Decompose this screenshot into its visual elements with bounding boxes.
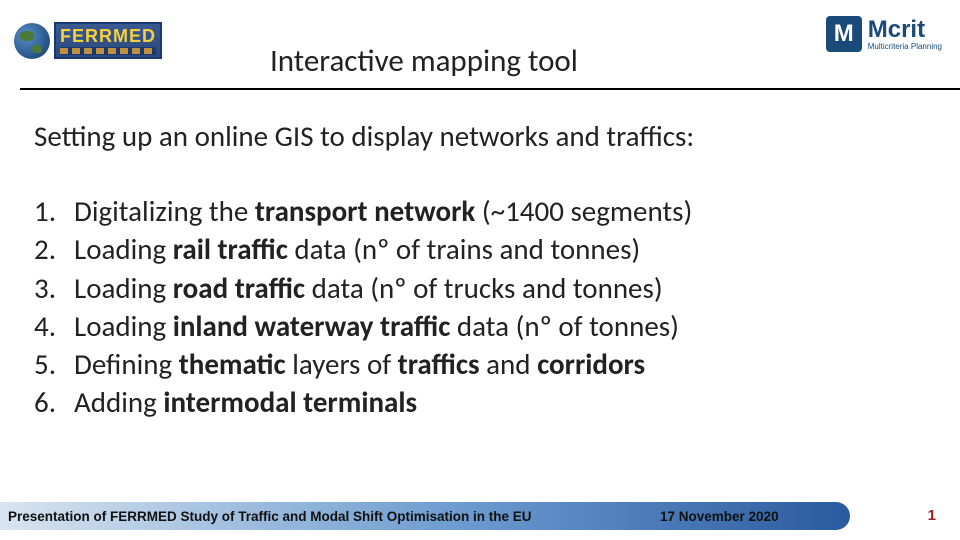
numbered-list: 1. Digitalizing the transport network (~…	[34, 192, 926, 422]
slide-header: FERRMED Interactive mapping tool M Mcrit…	[0, 0, 960, 90]
list-item: 1. Digitalizing the transport network (~…	[34, 192, 926, 230]
list-number: 4.	[34, 307, 74, 345]
list-item: 3. Loading road traffic data (nº of truc…	[34, 269, 926, 307]
list-text: Loading road traffic data (nº of trucks …	[74, 269, 663, 307]
list-number: 6.	[34, 383, 74, 421]
mcrit-m-icon: M	[826, 16, 862, 52]
slide-title: Interactive mapping tool	[270, 42, 578, 80]
mcrit-text: Mcrit Multicriteria Planning	[868, 18, 942, 51]
list-text: Loading rail traffic data (nº of trains …	[74, 230, 640, 268]
page-number: 1	[928, 507, 936, 524]
list-text: Loading inland waterway traffic data (nº…	[74, 307, 679, 345]
list-number: 5.	[34, 345, 74, 383]
globe-icon	[14, 23, 50, 59]
footer-bar: Presentation of FERRMED Study of Traffic…	[0, 502, 850, 530]
header-divider	[20, 88, 960, 90]
list-item: 4. Loading inland waterway traffic data …	[34, 307, 926, 345]
list-item: 6. Adding intermodal terminals	[34, 383, 926, 421]
list-text: Digitalizing the transport network (~140…	[74, 192, 692, 230]
footer-date: 17 November 2020	[660, 509, 779, 524]
list-number: 1.	[34, 192, 74, 230]
slide-content: Setting up an online GIS to display netw…	[0, 90, 960, 422]
list-item: 2. Loading rail traffic data (nº of trai…	[34, 230, 926, 268]
mcrit-sub-text: Multicriteria Planning	[868, 42, 942, 51]
list-number: 3.	[34, 269, 74, 307]
list-item: 5. Defining thematic layers of traffics …	[34, 345, 926, 383]
ferrmed-box: FERRMED	[54, 22, 162, 59]
ferrmed-logo: FERRMED	[14, 22, 162, 59]
mcrit-main-text: Mcrit	[868, 18, 942, 42]
list-number: 2.	[34, 230, 74, 268]
subtitle: Setting up an online GIS to display netw…	[34, 118, 926, 154]
list-text: Adding intermodal terminals	[74, 383, 417, 421]
list-text: Defining thematic layers of traffics and…	[74, 345, 645, 383]
slide-footer: Presentation of FERRMED Study of Traffic…	[0, 496, 960, 540]
mcrit-logo: M Mcrit Multicriteria Planning	[826, 16, 942, 52]
footer-left-text: Presentation of FERRMED Study of Traffic…	[8, 509, 532, 524]
ferrmed-logo-text: FERRMED	[60, 26, 156, 47]
rail-icon	[60, 47, 156, 55]
